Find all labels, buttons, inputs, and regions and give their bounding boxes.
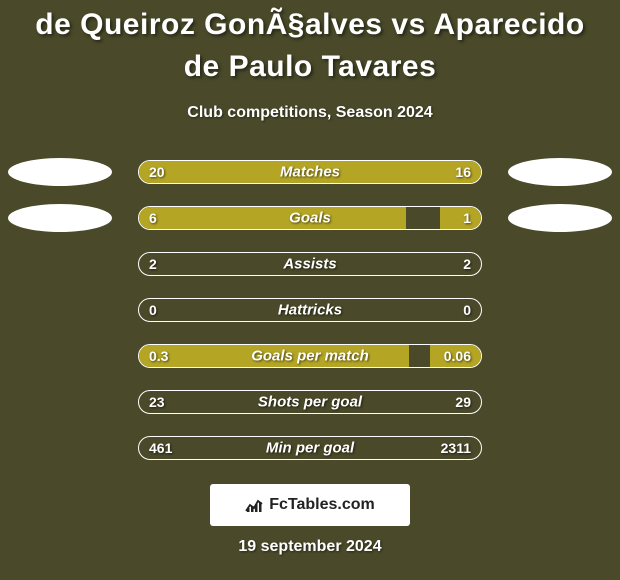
stat-value-left: 0 bbox=[149, 302, 157, 318]
stat-value-left: 461 bbox=[149, 440, 172, 456]
player-ellipse-left bbox=[8, 204, 112, 232]
stat-label: Matches bbox=[280, 164, 340, 181]
stat-label: Hattricks bbox=[278, 302, 342, 319]
stat-value-right: 16 bbox=[455, 164, 471, 180]
stat-bar-left bbox=[139, 207, 406, 229]
stat-bar-track: 20 16 Matches bbox=[138, 160, 482, 184]
stat-label: Min per goal bbox=[266, 440, 354, 457]
subtitle: Club competitions, Season 2024 bbox=[187, 104, 432, 122]
stat-row: 2 2 Assists bbox=[0, 252, 620, 276]
stat-value-left: 2 bbox=[149, 256, 157, 272]
brand-text: FcTables.com bbox=[269, 496, 375, 514]
stat-value-right: 1 bbox=[463, 210, 471, 226]
stat-bar-track: 0 0 Hattricks bbox=[138, 298, 482, 322]
stat-value-left: 23 bbox=[149, 394, 165, 410]
brand-badge[interactable]: FcTables.com bbox=[210, 484, 410, 526]
player-ellipse-left bbox=[8, 158, 112, 186]
stat-value-right: 0 bbox=[463, 302, 471, 318]
player-ellipse-right bbox=[508, 158, 612, 186]
stat-bar-track: 461 2311 Min per goal bbox=[138, 436, 482, 460]
stat-value-left: 6 bbox=[149, 210, 157, 226]
stat-value-right: 2 bbox=[463, 256, 471, 272]
player-ellipse-right bbox=[508, 204, 612, 232]
stat-bar-track: 2 2 Assists bbox=[138, 252, 482, 276]
stat-value-right: 2311 bbox=[441, 440, 471, 456]
chart-icon bbox=[245, 497, 263, 513]
stat-label: Shots per goal bbox=[258, 394, 362, 411]
stat-row: 6 1 Goals bbox=[0, 206, 620, 230]
stat-bar-right bbox=[440, 207, 481, 229]
stat-bar-track: 6 1 Goals bbox=[138, 206, 482, 230]
stat-value-left: 20 bbox=[149, 164, 165, 180]
stat-row: 0.3 0.06 Goals per match bbox=[0, 344, 620, 368]
stat-bar-track: 0.3 0.06 Goals per match bbox=[138, 344, 482, 368]
stat-value-right: 29 bbox=[455, 394, 471, 410]
title: de Queiroz GonÃ§alves vs Aparecido de Pa… bbox=[0, 4, 620, 88]
stat-value-right: 0.06 bbox=[444, 348, 471, 364]
comparison-card: de Queiroz GonÃ§alves vs Aparecido de Pa… bbox=[0, 0, 620, 580]
stat-row: 20 16 Matches bbox=[0, 160, 620, 184]
stat-label: Assists bbox=[283, 256, 336, 273]
stat-row: 461 2311 Min per goal bbox=[0, 436, 620, 460]
stat-row: 0 0 Hattricks bbox=[0, 298, 620, 322]
stat-bar-track: 23 29 Shots per goal bbox=[138, 390, 482, 414]
stat-value-left: 0.3 bbox=[149, 348, 168, 364]
stat-label: Goals per match bbox=[251, 348, 369, 365]
stats-rows: 20 16 Matches 6 1 Goals 2 2 Assists 0 0 Hattricks 0.… bbox=[0, 160, 620, 460]
stat-row: 23 29 Shots per goal bbox=[0, 390, 620, 414]
footer-date: 19 september 2024 bbox=[238, 538, 381, 556]
stat-label: Goals bbox=[289, 210, 331, 227]
